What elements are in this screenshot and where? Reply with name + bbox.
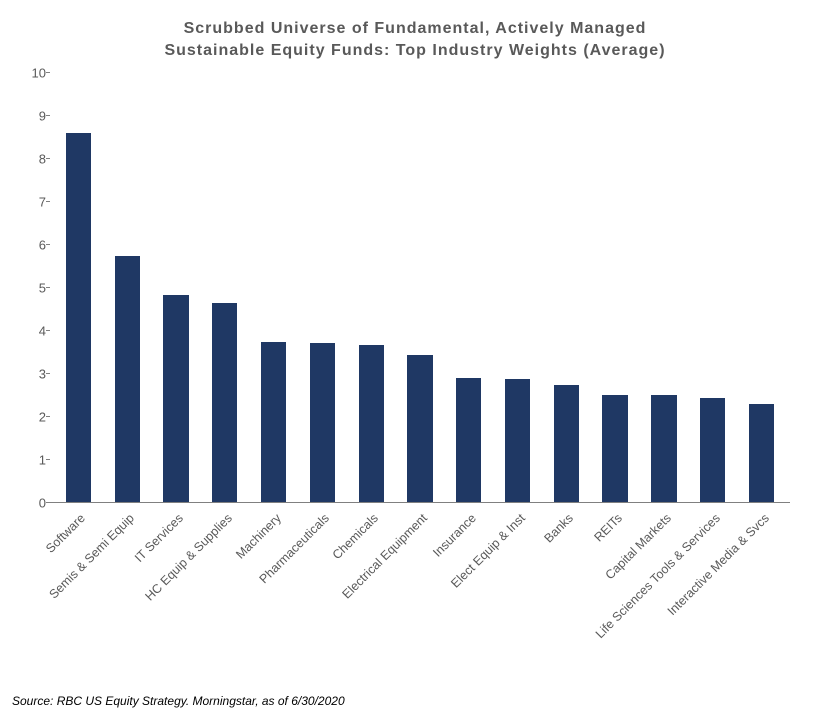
bar: [749, 404, 774, 503]
x-label-slot: Pharmaceuticals: [298, 503, 347, 683]
source-note: Source: RBC US Equity Strategy. Mornings…: [12, 694, 345, 708]
bar: [212, 303, 237, 503]
y-tick-label: 4: [39, 324, 46, 339]
y-tick-label: 10: [32, 66, 46, 81]
bar-slot: [591, 73, 640, 503]
bar-slot: [200, 73, 249, 503]
y-tick-label: 8: [39, 152, 46, 167]
bar: [115, 256, 140, 503]
bar-slot: [103, 73, 152, 503]
bar: [505, 379, 530, 504]
y-tick-label: 9: [39, 109, 46, 124]
x-label-slot: Insurance: [444, 503, 493, 683]
bar-slot: [640, 73, 689, 503]
y-axis: 012345678910: [22, 73, 50, 503]
y-tick-label: 3: [39, 367, 46, 382]
x-label-slot: Electrical Equipment: [396, 503, 445, 683]
bar-slot: [249, 73, 298, 503]
bar: [66, 133, 91, 503]
x-label-slot: Banks: [542, 503, 591, 683]
bar: [700, 398, 725, 503]
chart-title: Scrubbed Universe of Fundamental, Active…: [70, 18, 760, 61]
bar: [359, 345, 384, 503]
bar-slot: [396, 73, 445, 503]
x-label-slot: Machinery: [249, 503, 298, 683]
bar: [554, 385, 579, 503]
bar-slot: [54, 73, 103, 503]
chart-container: Scrubbed Universe of Fundamental, Active…: [10, 10, 820, 683]
chart-title-line1: Scrubbed Universe of Fundamental, Active…: [184, 20, 647, 37]
bar-slot: [493, 73, 542, 503]
x-label: Software: [43, 511, 88, 556]
bar-slot: [542, 73, 591, 503]
bar: [407, 355, 432, 503]
bar-slot: [298, 73, 347, 503]
bar: [261, 342, 286, 503]
bar: [456, 378, 481, 504]
bar: [310, 343, 335, 503]
x-label: Banks: [542, 511, 576, 545]
x-labels-area: SoftwareSemis & Semi EquipIT ServicesHC …: [50, 503, 790, 683]
bar-slot: [347, 73, 396, 503]
x-label: REITs: [592, 511, 625, 544]
bar-slot: [444, 73, 493, 503]
bar: [651, 395, 676, 503]
bars-area: [50, 73, 790, 503]
y-tick-label: 6: [39, 238, 46, 253]
chart-title-line2: Sustainable Equity Funds: Top Industry W…: [164, 42, 665, 59]
y-tick-label: 5: [39, 281, 46, 296]
bar-slot: [688, 73, 737, 503]
bar: [602, 395, 627, 503]
bar-slot: [152, 73, 201, 503]
y-tick-label: 2: [39, 410, 46, 425]
y-tick-label: 0: [39, 496, 46, 511]
bar: [163, 295, 188, 504]
x-label-slot: Elect Equip & Inst: [493, 503, 542, 683]
plot-area: 012345678910: [50, 73, 790, 503]
bar-slot: [737, 73, 786, 503]
x-label-slot: HC Equip & Supplies: [200, 503, 249, 683]
y-tick-label: 7: [39, 195, 46, 210]
y-tick-label: 1: [39, 453, 46, 468]
x-label-slot: Interactive Media & Svcs: [737, 503, 786, 683]
